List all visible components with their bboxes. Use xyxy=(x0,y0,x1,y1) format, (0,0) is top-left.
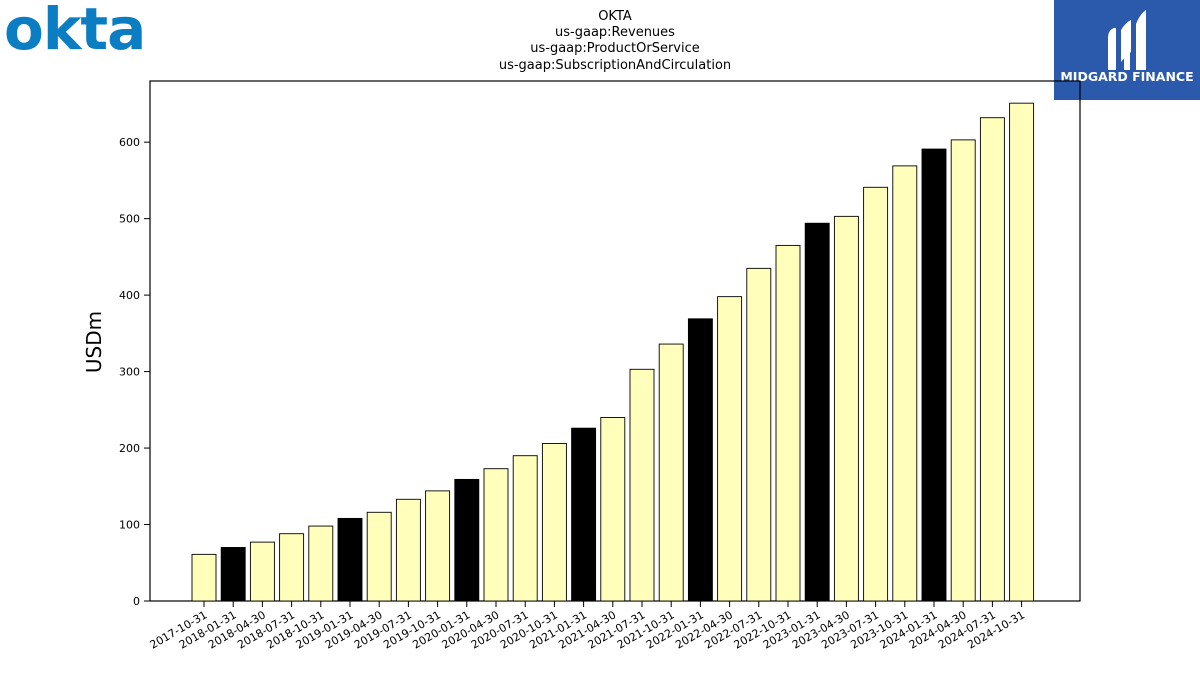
midgard-logo-text: MIDGARD FINANCE xyxy=(1060,69,1193,84)
midgard-finance-logo: MIDGARD FINANCE xyxy=(1054,0,1200,100)
bar-2023-04-30 xyxy=(833,215,859,602)
bar-2020-01-31 xyxy=(454,478,480,602)
okta-logo: okta xyxy=(4,0,146,63)
bar-2021-04-30 xyxy=(600,417,626,602)
bar-2018-04-30 xyxy=(249,541,275,602)
y-tick-label: 300 xyxy=(119,366,140,379)
title-line-1: OKTA xyxy=(598,9,632,24)
bar-2024-04-30 xyxy=(950,139,976,602)
bar-2018-10-31 xyxy=(308,525,334,602)
bar-2022-04-30 xyxy=(717,296,743,602)
y-axis-label: USDm xyxy=(82,311,106,373)
title-line-3: us-gaap:ProductOrService xyxy=(530,41,700,56)
y-axis: 0 100 200 300 400 500 600 xyxy=(119,136,150,608)
bar-2024-01-31 xyxy=(921,148,947,602)
bar-2019-07-31 xyxy=(395,498,421,602)
bar-2020-04-30 xyxy=(483,468,509,602)
bar-2022-07-31 xyxy=(746,267,772,602)
bar-2022-10-31 xyxy=(775,244,801,602)
bar-2023-10-31 xyxy=(892,165,918,602)
midgard-logo-mark-icon xyxy=(1108,10,1146,70)
y-tick-label: 400 xyxy=(119,289,140,302)
y-tick-label: 600 xyxy=(119,136,140,149)
bar-2021-01-31 xyxy=(571,427,597,602)
bar-2022-01-31 xyxy=(687,318,713,602)
chart-title: OKTA us-gaap:Revenues us-gaap:ProductOrS… xyxy=(499,9,731,73)
title-line-2: us-gaap:Revenues xyxy=(555,25,675,40)
bar-2019-10-31 xyxy=(425,490,451,602)
y-tick-label: 100 xyxy=(119,519,140,532)
y-tick-label: 500 xyxy=(119,213,140,226)
bar-2019-04-30 xyxy=(366,511,392,602)
y-tick-label: 200 xyxy=(119,442,140,455)
bar-2024-07-31 xyxy=(979,117,1005,602)
bar-2020-07-31 xyxy=(512,455,538,602)
bar-2023-07-31 xyxy=(863,186,889,602)
x-axis: 2017-10-312018-01-312018-04-302018-07-31… xyxy=(148,601,1027,652)
bar-2024-10-31 xyxy=(1009,102,1035,602)
bar-2021-07-31 xyxy=(629,368,655,602)
bar-2021-10-31 xyxy=(658,343,684,602)
bar-2018-01-31 xyxy=(220,547,246,602)
bar-2023-01-31 xyxy=(804,222,830,602)
okta-logo-text: okta xyxy=(4,0,145,63)
title-line-4: us-gaap:SubscriptionAndCirculation xyxy=(499,58,731,73)
bar-2017-10-31 xyxy=(191,553,217,602)
bar-2020-10-31 xyxy=(541,443,567,602)
bar-2019-01-31 xyxy=(337,517,363,602)
y-tick-label: 0 xyxy=(133,595,140,608)
bar-series xyxy=(191,102,1035,602)
bar-2018-07-31 xyxy=(279,533,305,602)
